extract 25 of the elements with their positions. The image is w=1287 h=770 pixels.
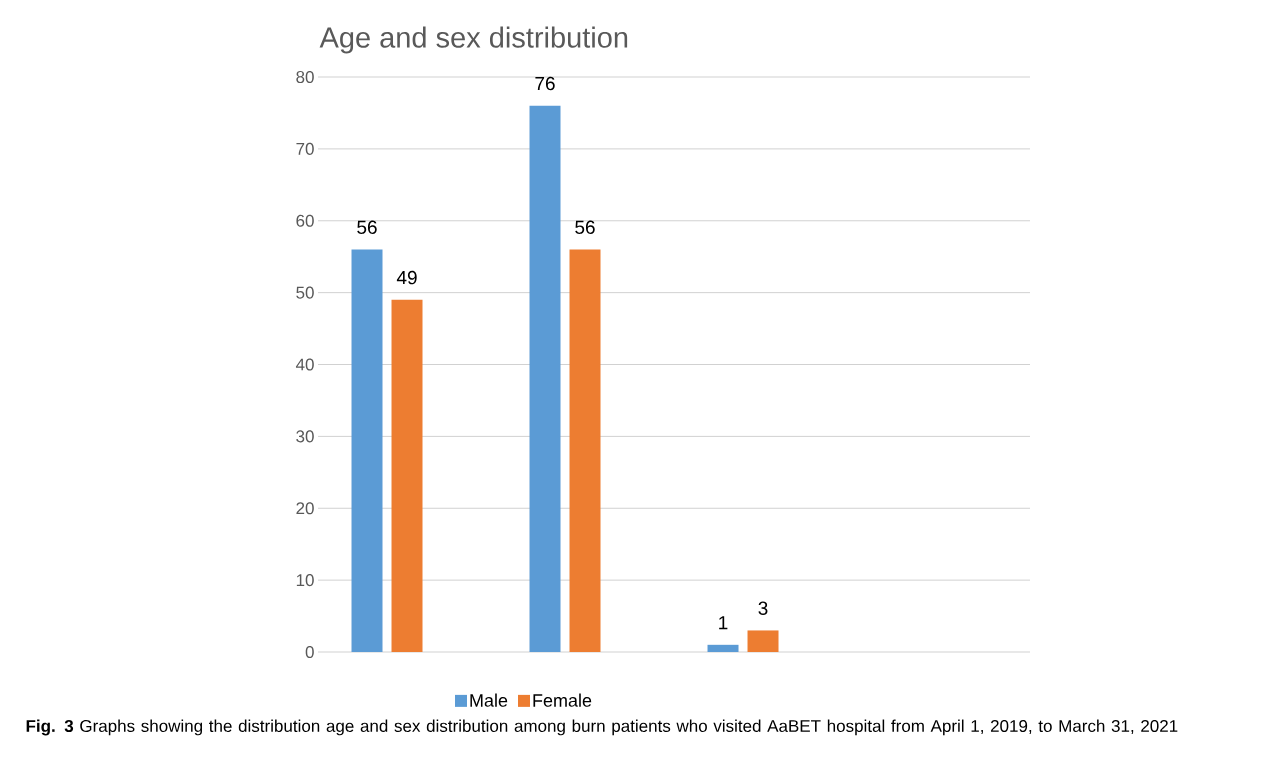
data-label: 56 — [575, 220, 595, 234]
y-tick-label: 30 — [296, 430, 314, 443]
y-tick-label: 10 — [296, 574, 314, 587]
bar — [707, 644, 739, 652]
y-tick-label: 20 — [296, 502, 314, 515]
data-label: 56 — [357, 220, 377, 234]
bar — [569, 249, 601, 652]
data-label: 49 — [396, 270, 417, 285]
data-label: 1 — [719, 616, 728, 630]
text: Fig. 3 Graphs showing the distribution age and sex distribution among burn patients who visited AaBET hospital from April 1, 2019, to March 31, 2021 — [26, 719, 1178, 736]
legend-label: Male — [470, 693, 508, 707]
y-tick-label: 40 — [295, 358, 314, 371]
bar — [351, 249, 383, 652]
bar — [529, 105, 561, 652]
y-tick-label: 70 — [296, 142, 314, 155]
y-tick-label: 50 — [296, 286, 314, 299]
bar — [747, 630, 779, 652]
chart-title: Age and sex distribution — [319, 26, 628, 54]
data-label: 3 — [758, 601, 768, 615]
y-tick-label: 80 — [296, 70, 314, 84]
y-tick-label: 0 — [305, 645, 314, 659]
legend-label: Female — [533, 693, 592, 707]
data-label: 76 — [535, 76, 555, 91]
bar — [391, 299, 423, 652]
y-tick-label: 60 — [296, 214, 314, 227]
